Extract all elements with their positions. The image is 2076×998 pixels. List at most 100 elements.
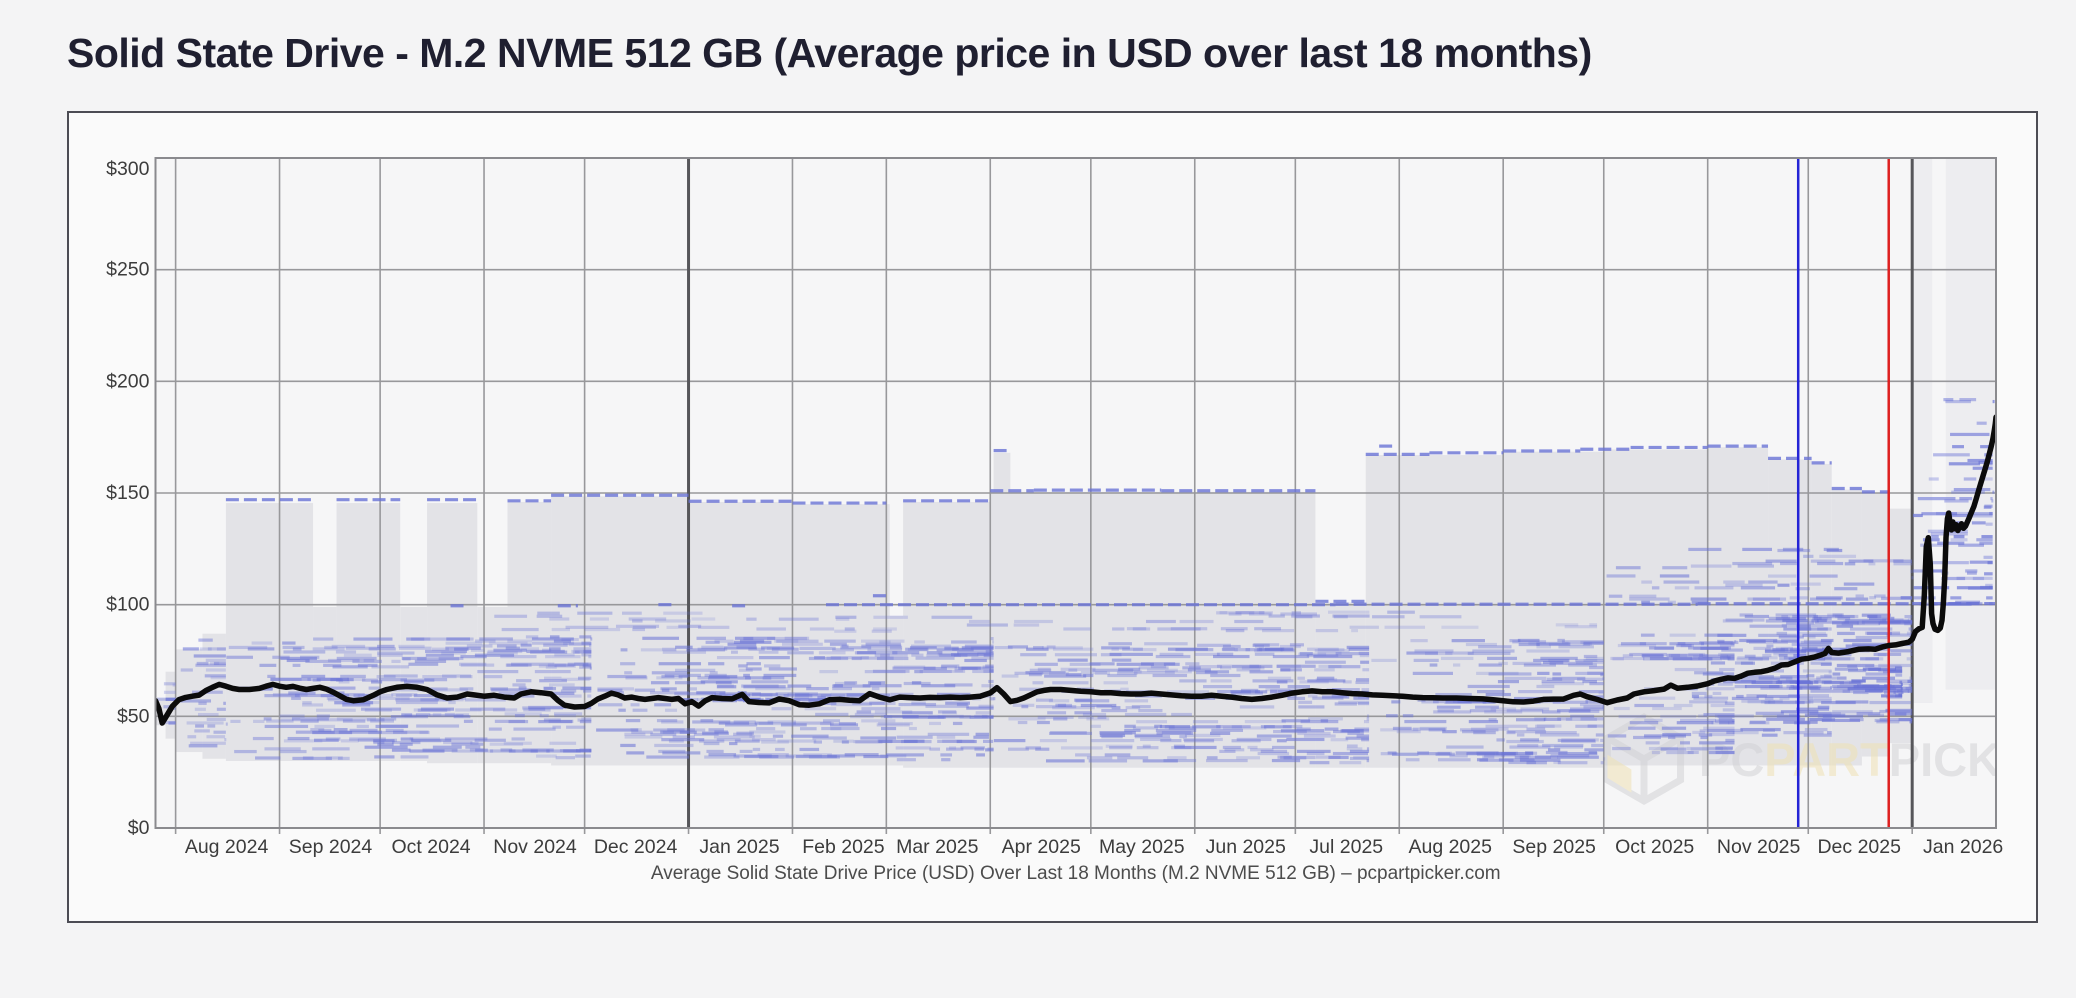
product-price-dash bbox=[1773, 639, 1798, 643]
product-price-dash bbox=[1497, 679, 1519, 684]
product-price-dash bbox=[1893, 690, 1903, 694]
product-price-dash bbox=[1111, 706, 1121, 710]
product-price-dash bbox=[1704, 694, 1713, 699]
product-price-dash bbox=[803, 753, 832, 757]
product-price-dash bbox=[751, 692, 778, 697]
product-price-dash bbox=[1920, 543, 1947, 547]
product-price-dash bbox=[1225, 629, 1245, 633]
product-price-dash bbox=[1734, 661, 1753, 665]
product-price-dash bbox=[317, 718, 353, 722]
product-price-dash bbox=[964, 658, 987, 663]
product-price-dash bbox=[1008, 717, 1046, 721]
product-price-dash bbox=[1815, 620, 1850, 624]
y-axis-label: $100 bbox=[106, 594, 150, 616]
product-price-dash bbox=[1717, 682, 1733, 686]
product-price-dash bbox=[739, 749, 753, 754]
product-price-dash bbox=[692, 720, 731, 724]
product-price-dash bbox=[1183, 737, 1223, 742]
product-price-dash bbox=[1216, 664, 1260, 668]
product-price-dash bbox=[1607, 734, 1627, 738]
product-price-dash bbox=[252, 736, 274, 741]
x-axis-label: Nov 2025 bbox=[1717, 836, 1801, 858]
product-price-dash bbox=[1969, 560, 1993, 564]
product-price-dash bbox=[1951, 490, 1985, 494]
product-price-dash bbox=[1179, 735, 1187, 739]
product-price-dash bbox=[1720, 656, 1731, 660]
product-price-dash bbox=[1235, 611, 1265, 615]
product-price-dash bbox=[1355, 678, 1370, 682]
product-price-dash bbox=[1244, 719, 1286, 724]
product-price-dash bbox=[903, 681, 931, 686]
product-price-dash bbox=[1950, 538, 1968, 542]
product-price-dash bbox=[513, 727, 556, 731]
product-price-dash bbox=[1786, 621, 1815, 625]
product-price-dash bbox=[1600, 761, 1604, 765]
product-price-dash bbox=[970, 646, 994, 650]
product-price-dash bbox=[1740, 661, 1755, 665]
product-price-dash bbox=[1294, 615, 1313, 619]
product-price-dash bbox=[1520, 707, 1550, 711]
x-axis-label: Sep 2025 bbox=[1512, 836, 1596, 858]
product-price-dash bbox=[1795, 587, 1810, 591]
product-price-dash bbox=[584, 650, 592, 654]
product-price-dash bbox=[1473, 731, 1496, 735]
product-price-dash bbox=[666, 625, 688, 629]
product-price-dash bbox=[549, 741, 577, 745]
product-price-dash bbox=[370, 719, 394, 723]
product-price-dash bbox=[703, 741, 720, 746]
product-price-dash bbox=[1536, 684, 1555, 689]
product-price-dash bbox=[1768, 700, 1811, 704]
product-price-dash bbox=[417, 708, 448, 712]
price-range-band bbox=[427, 503, 478, 764]
product-price-dash bbox=[1413, 658, 1439, 663]
product-price-dash bbox=[783, 694, 813, 698]
product-price-dash bbox=[795, 693, 832, 697]
product-price-dash bbox=[1570, 707, 1604, 711]
product-price-dash bbox=[1306, 751, 1325, 756]
product-price-dash bbox=[163, 682, 176, 686]
product-price-dash bbox=[1501, 752, 1516, 756]
product-price-dash bbox=[393, 730, 429, 734]
product-price-dash bbox=[1941, 576, 1966, 581]
price-range-band bbox=[993, 452, 1011, 493]
product-price-dash bbox=[368, 647, 396, 651]
product-price-dash bbox=[1170, 627, 1208, 631]
product-price-dash bbox=[225, 722, 228, 726]
product-price-dash bbox=[493, 648, 527, 652]
product-price-dash bbox=[1893, 559, 1913, 563]
product-price-dash bbox=[1862, 684, 1889, 689]
product-price-dash bbox=[400, 755, 429, 759]
product-price-dash bbox=[628, 617, 667, 621]
product-price-dash bbox=[508, 719, 529, 724]
product-price-dash bbox=[651, 671, 688, 675]
product-price-dash bbox=[1315, 755, 1341, 759]
product-price-dash bbox=[1074, 698, 1093, 702]
product-price-dash bbox=[1332, 688, 1360, 692]
product-price-dash bbox=[983, 739, 994, 743]
product-price-dash bbox=[420, 707, 455, 711]
product-price-dash bbox=[577, 718, 592, 722]
product-price-dash bbox=[1847, 664, 1858, 669]
product-price-dash bbox=[1348, 647, 1370, 651]
product-price-dash bbox=[898, 702, 937, 707]
product-price-dash bbox=[1976, 538, 1993, 542]
product-price-dash bbox=[994, 645, 1013, 650]
product-price-dash bbox=[1907, 679, 1913, 683]
product-price-dash bbox=[507, 639, 533, 643]
product-price-dash bbox=[1272, 654, 1310, 659]
product-price-dash bbox=[861, 719, 896, 723]
product-price-dash bbox=[1816, 676, 1847, 680]
product-price-dash bbox=[539, 713, 549, 718]
product-price-dash bbox=[1280, 755, 1316, 760]
product-price-dash bbox=[398, 644, 425, 649]
product-price-dash bbox=[1943, 398, 1954, 402]
product-price-dash bbox=[349, 737, 386, 741]
product-price-dash bbox=[1548, 642, 1591, 647]
product-price-dash bbox=[714, 693, 751, 697]
product-price-dash bbox=[1315, 678, 1338, 682]
product-price-dash bbox=[1558, 645, 1594, 649]
product-price-dash bbox=[738, 668, 753, 672]
product-price-dash bbox=[385, 728, 404, 732]
product-price-dash bbox=[1895, 673, 1903, 677]
product-price-dash bbox=[391, 692, 418, 697]
